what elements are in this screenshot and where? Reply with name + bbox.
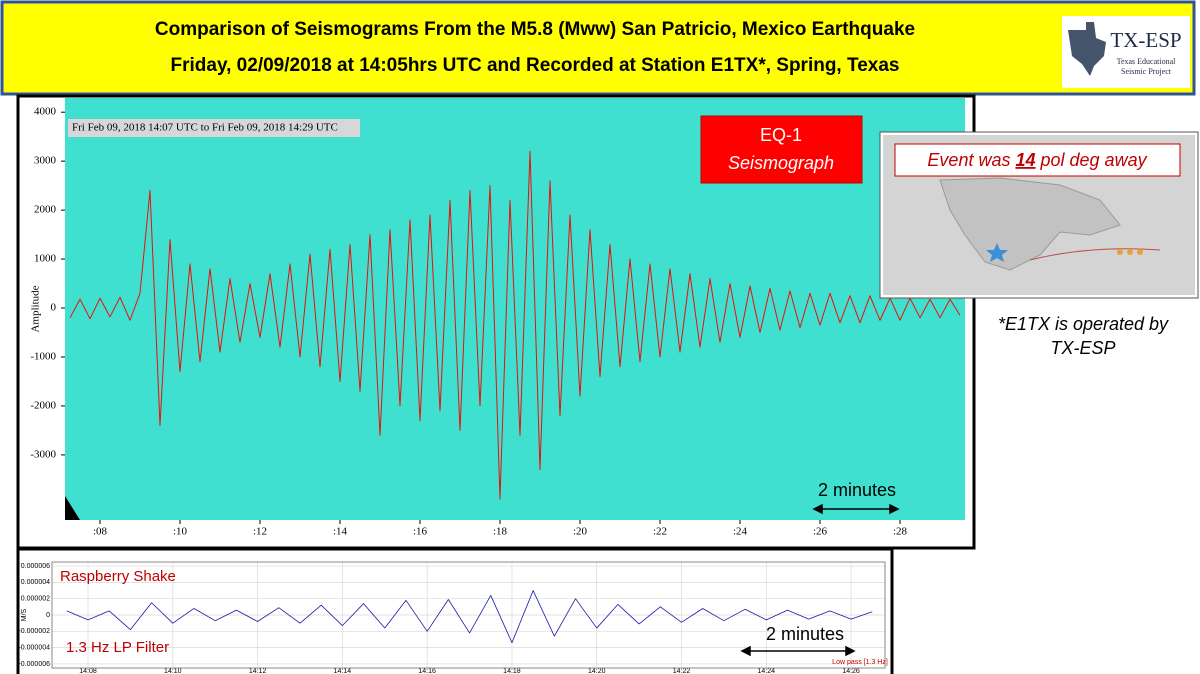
map-land — [939, 177, 1121, 271]
y-tick-label: -0.000002 — [18, 628, 50, 635]
map-label-box — [894, 143, 1181, 177]
y-tick-label: 0.000002 — [21, 596, 50, 603]
note: TX-ESP — [1050, 338, 1115, 358]
annotation: 2 minutes — [818, 480, 896, 500]
logo-name: TX-ESP — [1110, 28, 1181, 52]
y-tick-label: 0 — [51, 302, 57, 314]
x-tick-label: :20 — [573, 526, 588, 538]
x-tick-label: 14:10 — [164, 668, 182, 674]
chart-subtitle: Fri Feb 09, 2018 14:07 UTC to Fri Feb 09… — [72, 122, 338, 134]
scale-arrow — [812, 503, 900, 515]
title-line: Friday, 02/09/2018 at 14:05hrs UTC and R… — [171, 55, 900, 76]
y-tick-label: 3000 — [34, 155, 57, 167]
x-tick-label: :28 — [893, 526, 908, 538]
x-tick-label: 14:16 — [418, 668, 436, 674]
scale-arrow — [740, 645, 856, 657]
y-tick-label: -0.000006 — [18, 661, 50, 668]
x-tick-label: 14:20 — [588, 668, 606, 674]
epicenter-star — [986, 243, 1008, 262]
logo-icon — [1068, 22, 1106, 76]
waveform — [69, 150, 961, 500]
x-tick-label: 14:08 — [79, 668, 97, 674]
logo-subtitle: Texas Educational — [1117, 57, 1177, 66]
waveform — [66, 590, 873, 644]
x-tick-label: :24 — [733, 526, 748, 538]
annotation: EQ-1 — [760, 125, 802, 145]
x-tick-label: :16 — [413, 526, 428, 538]
x-tick-label: :14 — [333, 526, 348, 538]
x-tick-label: 14:14 — [334, 668, 352, 674]
y-tick-label: 0.000004 — [21, 579, 50, 586]
map-boundary — [1029, 248, 1161, 261]
y-tick-label: 2000 — [34, 204, 57, 216]
x-tick-label: 14:26 — [842, 668, 860, 674]
x-tick-label: :22 — [653, 526, 667, 538]
y-tick-label: -0.000004 — [18, 644, 50, 651]
annotation: Low pass [1.3 Hz] — [832, 659, 888, 666]
map-point — [1137, 249, 1143, 255]
y-tick-label: 1000 — [34, 253, 57, 265]
map-label-part: pol deg away — [1036, 150, 1148, 170]
map-point — [1117, 249, 1123, 255]
x-tick-label: 14:24 — [758, 668, 776, 674]
x-tick-label: :08 — [93, 526, 108, 538]
y-tick-label: 0.000006 — [21, 563, 50, 570]
annotation: Seismograph — [728, 153, 834, 173]
x-tick-label: 14:22 — [673, 668, 691, 674]
map-point — [1127, 249, 1133, 255]
y-tick-label: 0 — [46, 612, 50, 619]
y-tick-label: -3000 — [30, 448, 56, 460]
annotation-box — [700, 115, 863, 184]
title-line: Comparison of Seismograms From the M5.8 … — [155, 19, 915, 40]
y-tick-label: 4000 — [34, 106, 57, 118]
y-axis-label: Amplitude — [30, 285, 42, 332]
chart-1-marks: 4000 3000 2000 1000 0 -1000 -2000 -3000 :08 :10 :1… — [30, 106, 961, 538]
x-tick-label: :12 — [253, 526, 267, 538]
annotation: 1.3 Hz LP Filter — [66, 639, 169, 656]
x-tick-label: 14:12 — [249, 668, 267, 674]
map-label: Event was 14 pol deg away — [927, 150, 1147, 170]
header-box — [0, 0, 1196, 96]
annotation: 2 minutes — [766, 624, 844, 644]
subtitle-box — [68, 119, 360, 137]
x-tick-label: :26 — [813, 526, 828, 538]
x-tick-label: :10 — [173, 526, 188, 538]
y-tick-label: -2000 — [30, 399, 56, 411]
x-tick-label: :18 — [493, 526, 508, 538]
corner-mark — [65, 496, 80, 520]
note: *E1TX is operated by — [998, 314, 1169, 334]
logo-subtitle: Seismic Project — [1121, 67, 1172, 76]
annotation: Raspberry Shake — [60, 568, 176, 585]
y-tick-label: -1000 — [30, 351, 56, 363]
plot-border — [51, 561, 886, 669]
x-tick-label: 14:18 — [503, 668, 521, 674]
map-label-part: 14 — [1015, 150, 1035, 170]
y-axis-label: M/S — [21, 608, 28, 621]
map-label-part: Event was — [927, 150, 1015, 170]
